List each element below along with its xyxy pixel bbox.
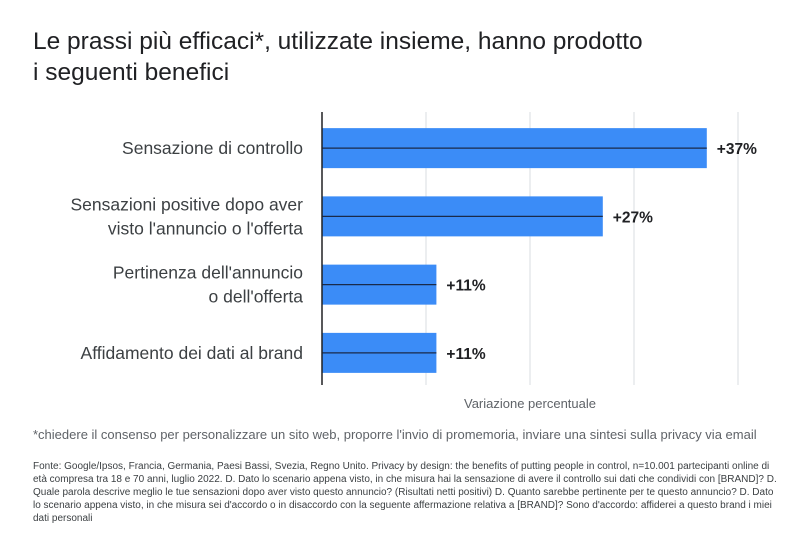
category-label: Affidamento dei dati al brand: [81, 343, 303, 363]
chart-title: Le prassi più efficaci*, utilizzate insi…: [33, 28, 643, 86]
value-label: +11%: [446, 346, 485, 363]
x-axis-label: Variazione percentuale: [464, 396, 596, 411]
value-label: +11%: [446, 278, 485, 295]
category-label: Pertinenza dell'annuncio o dell'offerta: [113, 263, 303, 307]
category-label: Sensazione di controllo: [122, 138, 303, 158]
bar-chart: Sensazione di controllo Sensazioni positi…: [70, 112, 757, 411]
value-labels: +37% +27% +11% +11%: [446, 141, 757, 363]
category-label: Sensazioni positive dopo aver visto l'ann…: [70, 194, 303, 238]
category-labels: Sensazione di controllo Sensazioni positi…: [70, 138, 303, 363]
value-label: +37%: [717, 141, 757, 158]
value-label: +27%: [613, 209, 653, 226]
bars: [322, 128, 707, 373]
source-note: Fonte: Google/Ipsos, Francia, Germania, …: [33, 461, 777, 524]
footnote: *chiedere il consenso per personalizzare…: [33, 427, 757, 442]
